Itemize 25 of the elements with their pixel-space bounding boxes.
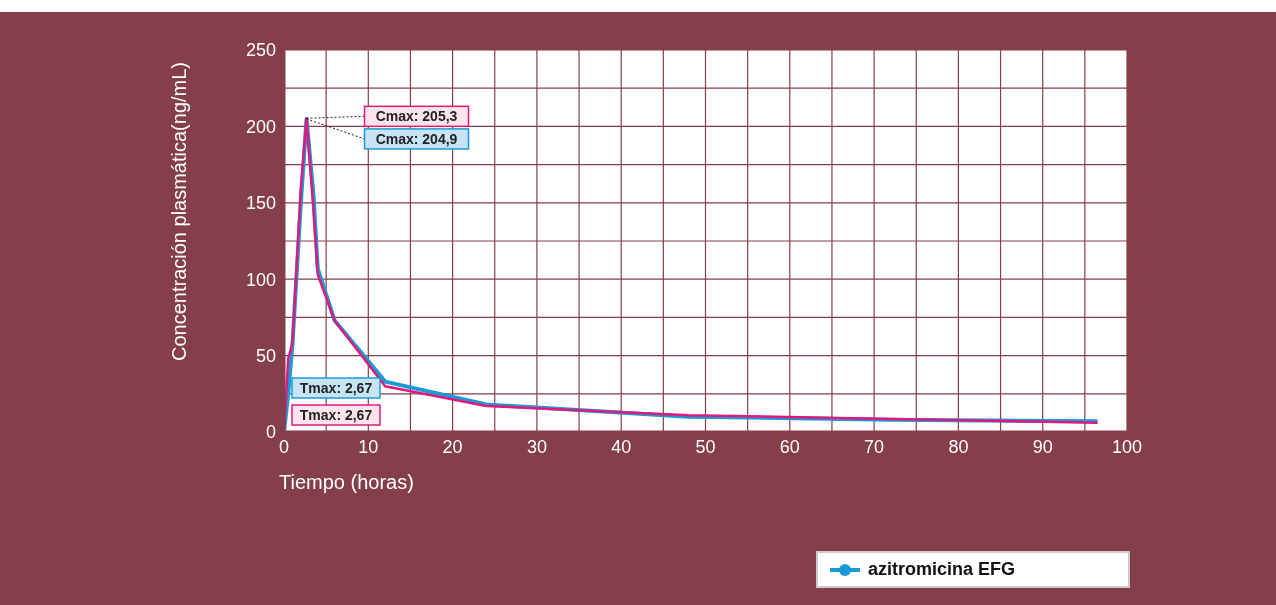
y-tick-label: 250: [245, 40, 276, 61]
x-tick-label: 20: [442, 436, 463, 457]
x-tick-label: 80: [948, 436, 969, 457]
legend-label: azitromicina EFG: [868, 559, 1016, 580]
y-tick-label: 100: [245, 269, 276, 290]
y-axis-title: Concentración plasmática(ng/mL): [168, 61, 191, 361]
x-tick-label: 50: [695, 436, 716, 457]
x-tick-label: 70: [864, 436, 885, 457]
x-tick-label: 40: [611, 436, 632, 457]
note-callout: Tmax: 2,67: [291, 404, 381, 426]
annotation: Cmax: 204,9: [375, 130, 458, 147]
annotation: Tmax: 2,67: [299, 407, 373, 423]
note-callout: Tmax: 2,67: [291, 377, 381, 399]
y-tick-label: 50: [255, 345, 276, 366]
y-tick-label: 0: [265, 422, 276, 443]
x-tick-label: 100: [1111, 436, 1143, 457]
annotation: Tmax: 2,67: [299, 380, 373, 396]
x-tick-label: 30: [526, 436, 547, 457]
x-tick-label: 0: [278, 436, 290, 457]
y-tick-label: 150: [245, 193, 276, 214]
x-tick-label: 90: [1032, 436, 1053, 457]
x-tick-label: 10: [358, 436, 379, 457]
y-tick-label: 200: [245, 116, 276, 137]
x-tick-label: 60: [779, 436, 800, 457]
x-axis-title: Tiempo (horas): [279, 471, 414, 494]
